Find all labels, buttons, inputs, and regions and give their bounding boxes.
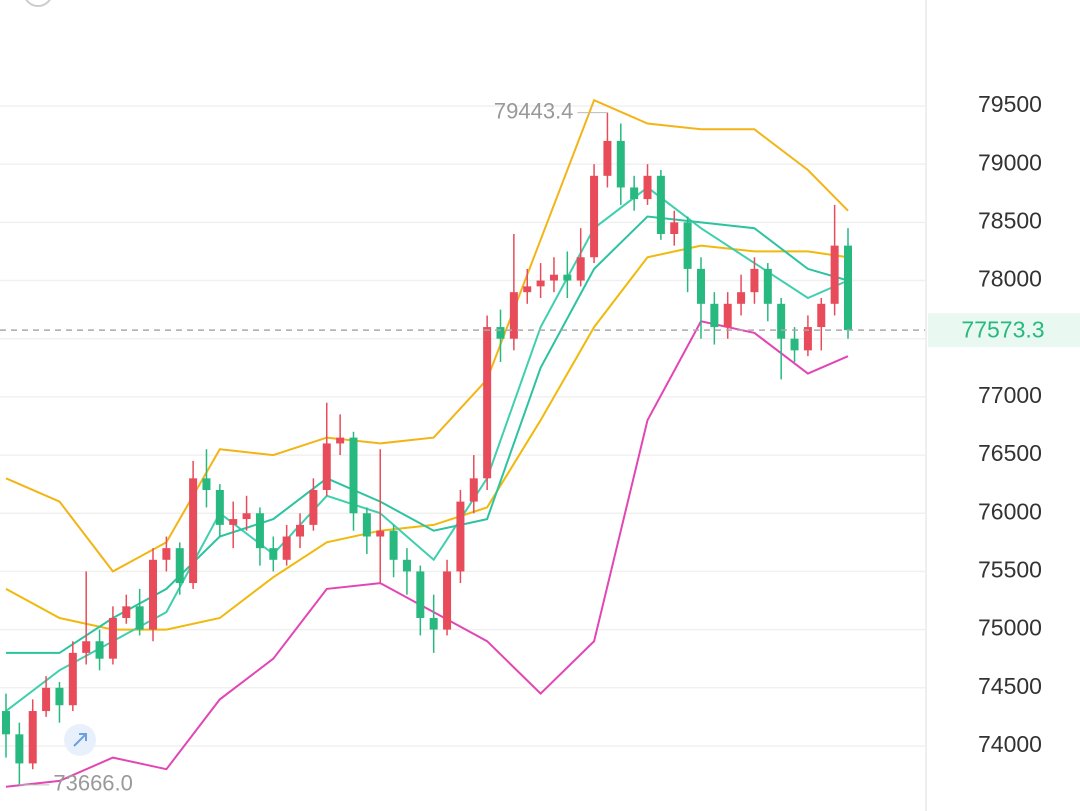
candle-body [15,734,24,764]
candle-body [82,641,91,653]
candle-body [242,513,251,520]
candle-body [429,617,438,630]
y-tick-label: 74500 [978,673,1042,699]
y-tick-label: 76500 [978,440,1042,466]
candle-body [456,501,465,572]
candle-body [68,652,77,706]
last-price-badge [928,313,1080,348]
indicator-line [5,186,849,712]
low-label: 73666.0 [53,771,133,796]
candle-body [376,530,385,537]
candle-body [536,280,545,287]
candle-body [215,489,224,525]
candle-body [55,687,64,706]
candle-body [296,524,305,537]
candle-body [763,268,772,304]
candle-body [469,478,478,502]
candle-body [349,437,358,514]
candle-body [135,606,144,630]
candle-body [175,548,184,584]
candle-body [630,187,639,200]
y-tick-label: 78000 [978,266,1042,292]
candle-body [309,489,318,525]
candle-body [509,292,518,339]
candle-body [336,437,345,444]
candle-body [563,274,572,281]
candle-body [229,519,238,525]
candle-body [683,222,692,269]
top-icon[interactable] [24,0,52,7]
candle-body [656,175,665,234]
indicator-line [5,244,849,631]
y-tick-label: 74000 [978,731,1042,757]
candle-body [750,268,759,293]
candle-body [282,536,291,560]
candle-body [189,478,198,584]
candle-body [443,571,452,630]
candle-body [362,513,371,537]
y-tick-label: 79500 [978,91,1042,117]
indicator-line [5,98,849,573]
candle-body [830,245,839,304]
candle-body [590,175,599,258]
candle-body [643,175,652,200]
candle-body [416,571,425,618]
candle-body [576,257,585,281]
y-tick-label: 79000 [978,149,1042,175]
candle-body [162,548,171,560]
candle-body [696,268,705,304]
price-axis-panel [925,0,1080,811]
candle-body [723,303,732,328]
y-tick-label: 75000 [978,615,1042,641]
candle-body [603,140,612,176]
candle-body [202,478,211,490]
candle-body [670,222,679,234]
candle-body [269,548,278,560]
y-tick-label: 78500 [978,207,1042,233]
candle-body [737,292,746,304]
high-label: 79443.4 [494,98,574,123]
indicator-line [6,215,849,654]
candle-body [389,530,398,560]
candle-body [42,687,51,712]
candle-body [149,559,158,630]
candle-body [28,711,37,764]
candle-body [322,443,331,490]
candle-body [483,327,492,479]
candle-body [523,286,532,293]
candle-body [616,140,625,188]
candle-body [95,641,104,659]
candle-body [108,617,117,659]
candle-body [790,338,799,351]
candle-body [817,303,826,328]
candle-body [122,606,131,618]
y-tick-label: 77000 [978,382,1042,408]
candle-body [255,513,264,549]
last-price-label: 77573.3 [961,316,1044,342]
candle-body [844,245,852,331]
candle-body [2,711,10,735]
candle-body [549,274,558,281]
y-tick-label: 76000 [978,498,1042,524]
candle-body [710,303,719,328]
candle-body [803,327,812,351]
candle-body [402,559,411,572]
y-tick-label: 75500 [978,557,1042,583]
float-icon-arrow [73,733,87,747]
candle-body [496,327,505,339]
candle-body [777,303,786,339]
